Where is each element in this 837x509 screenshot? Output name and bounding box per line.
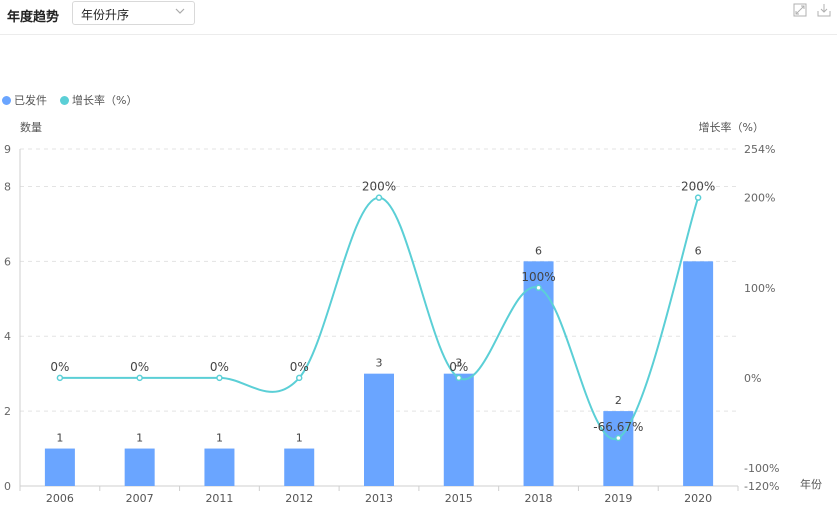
bar [44,448,75,486]
left-tick-label: 2 [4,405,11,418]
x-axis-title: 年份 [800,477,822,491]
chart-toolbar: 年度趋势 年份升序 [0,0,837,35]
growth-rate-point [455,374,463,382]
bar-value-label: 3 [455,357,462,370]
right-axis-title: 增长率（%） [699,120,764,134]
right-tick-label: -100% [744,462,779,475]
legend-label-growth-rate: 增长率（%） [72,94,138,107]
growth-rate-label: 200% [681,180,715,194]
x-tick-label: 2019 [604,492,632,505]
x-tick-label: 2006 [46,492,74,505]
growth-rate-point [615,434,622,442]
bar-value-label: 3 [376,357,383,370]
bar [284,448,315,486]
growth-rate-label: 100% [521,270,555,284]
growth-rate-label: 0% [50,360,69,374]
x-tick-label: 2011 [205,492,233,505]
bar-value-label: 1 [136,432,143,445]
growth-rate-label: 0% [130,360,149,374]
legend-label-sent: 已发件 [14,94,47,107]
left-tick-label: 4 [4,330,11,343]
chevron-down-icon [175,8,185,14]
x-tick-label: 2007 [126,492,154,505]
growth-rate-point [136,374,143,382]
chart-title: 年度趋势 [7,10,60,25]
bar [204,448,235,486]
x-tick-label: 2020 [684,492,712,505]
left-axis-title: 数量 [20,121,42,134]
x-tick-label: 2013 [365,492,393,505]
sort-order-value: 年份升序 [81,8,130,22]
growth-rate-point [375,194,383,201]
bar [124,448,155,486]
sort-order-select[interactable]: 年份升序 [72,1,195,25]
growth-rate-label: 200% [362,180,396,194]
x-tick-label: 2015 [445,492,473,505]
growth-rate-label: 0% [290,360,309,374]
bar-value-label: 1 [216,432,223,445]
bar-value-label: 6 [695,244,702,257]
growth-rate-point [216,374,223,382]
left-tick-label: 8 [4,180,11,193]
bar-value-label: 1 [56,432,63,445]
expand-icon[interactable] [793,3,807,17]
right-tick-label: 100% [744,282,775,295]
growth-rate-label: -66.67% [593,420,643,434]
bar [683,261,714,486]
legend-swatch-sent [2,96,11,105]
growth-rate-point [694,194,702,201]
x-tick-label: 2018 [525,492,553,505]
right-tick-label: 200% [744,192,775,205]
bar-value-label: 1 [296,432,303,445]
left-tick-label: 9 [4,143,11,156]
right-tick-label: 0% [744,372,761,385]
right-tick-label: -120% [744,480,779,493]
growth-rate-label: 0% [449,360,468,374]
x-tick-label: 2012 [285,492,313,505]
download-icon[interactable] [817,3,831,17]
left-tick-label: 0 [4,480,11,493]
bar [443,373,474,486]
bar-value-label: 2 [615,394,622,407]
bar [364,373,394,486]
bar [523,261,554,486]
growth-rate-label: 0% [210,360,229,374]
legend-swatch-growth-rate [60,96,69,105]
growth-rate-point [295,374,303,382]
growth-rate-point [56,374,64,382]
growth-rate-point [535,284,542,292]
left-tick-label: 6 [4,255,11,268]
right-tick-label: 254% [744,143,775,156]
bar [603,411,634,486]
bar-value-label: 6 [535,244,542,257]
